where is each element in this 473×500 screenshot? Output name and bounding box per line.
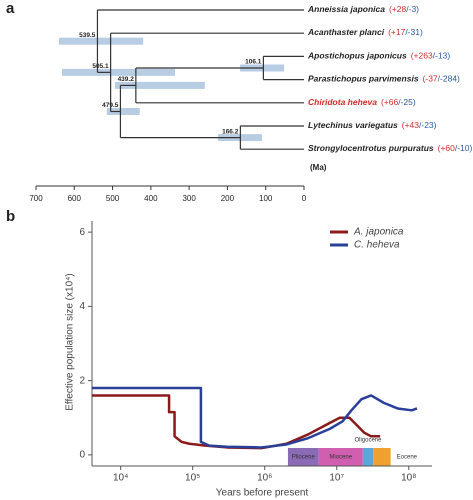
- gain-count: (+17: [388, 27, 406, 37]
- gain-count: (+263: [411, 51, 433, 61]
- gain-count: (+43: [402, 120, 420, 130]
- gain-count: (+60: [438, 143, 456, 153]
- label-layer: Anneissia japonica (+28/-3) Acanthaster pl…: [79, 4, 472, 153]
- series-line: [92, 394, 381, 450]
- loss-count: /-10): [455, 143, 473, 153]
- leaf-label: Anneissia japonica (+28/-3): [307, 4, 419, 14]
- loss-count: /-13): [433, 51, 451, 61]
- node-age: 166.2: [222, 128, 239, 135]
- leaf-label: Parastichopus parvimensis (-37/-284): [308, 74, 460, 84]
- x-axis-label: Years before present: [216, 488, 309, 499]
- epoch-label: Pliocene: [292, 455, 316, 461]
- leaf-label: Strongylocentrotus purpuratus (+60/-10): [308, 143, 473, 153]
- series-line: [92, 386, 418, 449]
- node-age: 479.5: [102, 102, 119, 109]
- node-age: 439.2: [118, 76, 135, 83]
- leaf-label: Lytechinus variegatus (+43/-23): [308, 120, 437, 130]
- x-tick-label: 10⁶: [257, 473, 272, 484]
- loss-count: /-3): [406, 4, 419, 14]
- y-axis-label: Effective population size (x10⁴): [65, 273, 76, 411]
- epoch-label: Oligocene: [354, 438, 382, 444]
- gain-count: (+28: [389, 4, 407, 14]
- leaf-name: Parastichopus parvimensis: [308, 74, 419, 84]
- x-tick-label: 400: [144, 194, 158, 203]
- leaf-name: Lytechinus variegatus: [308, 120, 398, 130]
- legend-label: C. heheva: [354, 240, 400, 251]
- epoch-bar: [318, 448, 363, 466]
- y-tick-label: 6: [79, 227, 85, 238]
- leaf-name: Apostichopus japonicus: [307, 51, 407, 61]
- leaf-name: Strongylocentrotus purpuratus: [308, 143, 434, 153]
- loss-count: /-31): [405, 27, 423, 37]
- leaf-label: Apostichopus japonicus (+263/-13): [307, 51, 450, 61]
- ci-bar: [62, 68, 175, 76]
- epoch-label: Miocene: [329, 455, 352, 461]
- epoch-bar: [373, 448, 391, 466]
- ci-bar: [114, 81, 205, 89]
- x-tick-label: 10⁴: [113, 473, 128, 484]
- legend-label: A. japonica: [353, 227, 404, 238]
- panel-label: b: [6, 208, 15, 225]
- node-age: 106.1: [245, 59, 262, 66]
- x-tick-label: 700: [29, 194, 43, 203]
- epoch-label: Eocene: [397, 455, 418, 461]
- node-age: 505.1: [92, 63, 109, 70]
- x-tick-label: 100: [259, 194, 273, 203]
- x-tick-label: 500: [106, 194, 120, 203]
- x-tick-label: 300: [182, 194, 196, 203]
- x-tick-label: 200: [221, 194, 235, 203]
- panel-label: a: [6, 0, 15, 17]
- epoch-bar: [362, 448, 374, 466]
- leaf-name: Anneissia japonica: [307, 4, 385, 14]
- loss-count: /-25): [398, 97, 416, 107]
- branch-layer: [96, 9, 304, 150]
- node-age: 539.5: [79, 32, 96, 39]
- loss-count: /-284): [438, 74, 460, 84]
- y-tick-label: 4: [79, 301, 85, 312]
- leaf-label: Acanthaster planci (+17/-31): [307, 27, 423, 37]
- gain-count: (+66: [381, 97, 399, 107]
- y-tick-label: 2: [79, 375, 85, 386]
- x-tick-label: 10⁵: [185, 473, 200, 484]
- ci-bar: [58, 37, 144, 45]
- x-tick-label: 10⁸: [401, 473, 416, 484]
- leaf-label: Chiridota heheva (+66/-25): [308, 97, 416, 107]
- gain-count: (-37: [423, 74, 438, 84]
- loss-count: /-23): [419, 120, 437, 130]
- y-tick-label: 0: [79, 450, 85, 461]
- x-tick-label: 0: [302, 194, 307, 203]
- x-tick-label: 10⁷: [329, 473, 344, 484]
- ci-bar: [106, 108, 140, 115]
- leaf-name: Chiridota heheva: [308, 97, 377, 107]
- epoch-bar: [287, 448, 319, 466]
- x-axis-label: (Ma): [310, 163, 327, 172]
- leaf-name: Acanthaster planci: [307, 27, 385, 37]
- x-tick-label: 600: [68, 194, 82, 203]
